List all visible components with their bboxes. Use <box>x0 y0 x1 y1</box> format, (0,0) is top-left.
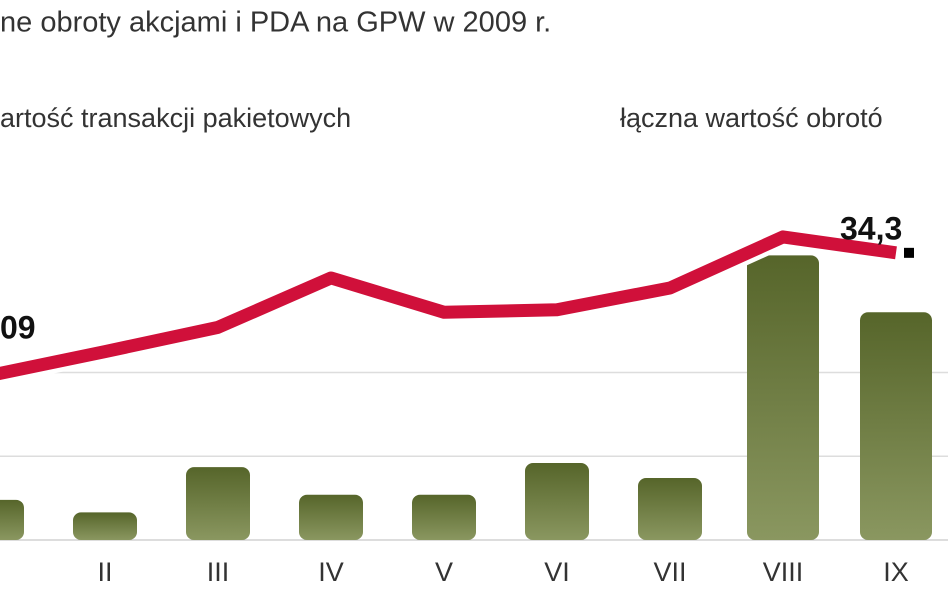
x-tick-label: VII <box>653 557 686 587</box>
x-tick-label: VI <box>544 557 570 587</box>
x-tick-label: IV <box>318 557 344 587</box>
bar <box>0 499 24 540</box>
bar <box>860 312 932 540</box>
x-tick-label: II <box>97 557 112 587</box>
x-tick-label: V <box>435 557 453 587</box>
legend-label: łączna wartość obrotó <box>620 103 883 133</box>
x-tick-label: IX <box>883 557 909 587</box>
line-end-marker <box>904 247 914 258</box>
line <box>0 230 897 381</box>
data-label: 09 <box>0 310 36 346</box>
bar <box>73 512 137 540</box>
bar <box>638 478 702 540</box>
x-tick-label: VIII <box>763 557 804 587</box>
bar <box>299 494 363 540</box>
data-label: 34,3 <box>840 210 902 246</box>
bar <box>412 494 476 540</box>
bar <box>747 255 819 541</box>
x-tick-label: III <box>207 557 230 587</box>
chart-title: ne obroty akcjami i PDA na GPW w 2009 r. <box>0 7 551 39</box>
bar <box>525 462 589 540</box>
legend-label: artość transakcji pakietowych <box>0 103 351 133</box>
bar <box>186 467 250 540</box>
